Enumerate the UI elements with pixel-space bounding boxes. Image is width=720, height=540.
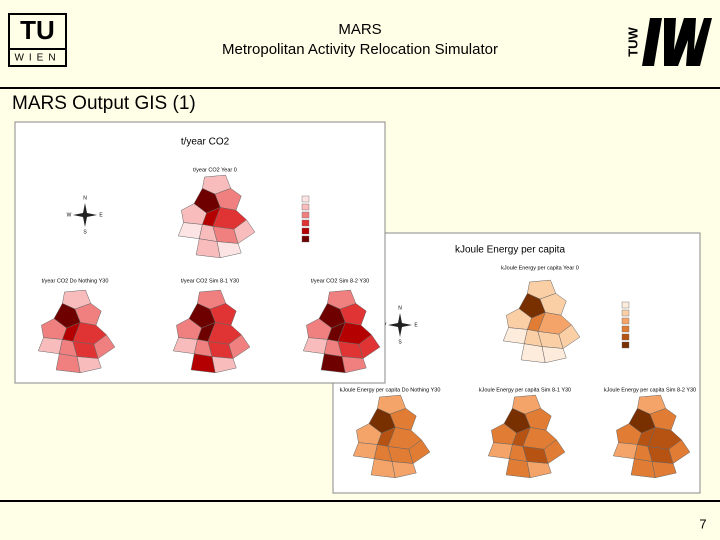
slide-subtitle: Metropolitan Activity Relocation Simulat…	[222, 41, 498, 58]
map-label: kJoule Energy per capita Do Nothing Y30	[340, 387, 441, 393]
map-region	[408, 439, 431, 464]
map-region	[541, 346, 567, 364]
logo-right: TUW	[625, 18, 712, 66]
slide-heading: MARS Output GIS (1)	[12, 93, 196, 114]
map-region	[55, 353, 81, 374]
map-label: t/year CO2 Year 0	[193, 167, 237, 173]
map-region	[668, 439, 691, 464]
map-region	[341, 356, 367, 374]
map-region	[211, 356, 237, 374]
compass-label: N	[83, 195, 87, 201]
map-label: t/year CO2 Sim 8-2 Y30	[311, 278, 369, 284]
legend-swatch	[301, 195, 310, 203]
compass-star	[73, 203, 97, 227]
slide-title: MARS	[338, 21, 381, 38]
map-region	[195, 238, 221, 259]
map-region	[370, 458, 396, 479]
logo-shape	[664, 18, 712, 66]
legend-swatch	[621, 317, 630, 325]
figure-title: kJoule Energy per capita	[455, 245, 566, 256]
logo-shape	[642, 18, 662, 66]
logo-left: TU WIEN	[8, 13, 67, 67]
legend-swatch	[621, 341, 630, 349]
legend-swatch	[301, 227, 310, 235]
compass-label: S	[398, 339, 402, 345]
map-label: kJoule Energy per capita Sim 8-1 Y30	[479, 387, 571, 393]
compass-star	[388, 313, 412, 337]
map-region	[320, 353, 346, 374]
map-figure: kJoule Energy per capita kJoule Energy pe…	[332, 232, 701, 494]
map-region	[558, 324, 581, 349]
map-region	[526, 461, 552, 479]
logo-top: TU	[20, 15, 55, 45]
legend-swatch	[621, 325, 630, 333]
legend-swatch	[621, 301, 630, 309]
map-region	[76, 356, 102, 374]
compass-label: S	[83, 229, 87, 235]
map-region	[233, 219, 256, 244]
map-region	[520, 343, 546, 364]
figures: kJoule Energy per capita kJoule Energy pe…	[14, 121, 701, 494]
logo-frame	[8, 13, 67, 67]
page-number: 7	[699, 516, 706, 531]
legend-swatch	[621, 309, 630, 317]
map-label: kJoule Energy per capita Year 0	[501, 265, 579, 271]
map-region	[93, 334, 116, 359]
compass-label: W	[67, 212, 72, 218]
map-region	[216, 241, 242, 259]
legend-swatch	[301, 235, 310, 243]
map-region	[391, 461, 417, 479]
map-region	[543, 439, 566, 464]
map-region	[630, 458, 656, 479]
legend-swatch	[301, 211, 310, 219]
legend-swatch	[301, 203, 310, 211]
map-label: t/year CO2 Sim 8-1 Y30	[181, 278, 239, 284]
compass-label: N	[398, 305, 402, 311]
map-region	[358, 334, 381, 359]
logo-right-text: TUW	[625, 26, 640, 56]
compass-label: E	[414, 322, 418, 328]
logo-bottom: WIEN	[14, 53, 60, 64]
map-label: kJoule Energy per capita Sim 8-2 Y30	[604, 387, 696, 393]
map-figure: t/year CO2 t/year CO2 Year 0 N W E St/year CO…	[14, 121, 386, 384]
figure-title: t/year CO2	[181, 137, 230, 148]
compass-label: E	[99, 212, 103, 218]
map-region	[228, 334, 251, 359]
legend-swatch	[621, 333, 630, 341]
map-region	[651, 461, 677, 479]
legend-swatch	[301, 219, 310, 227]
map-label: t/year CO2 Do Nothing Y30	[42, 278, 109, 284]
map-region	[190, 353, 216, 374]
map-region	[505, 458, 531, 479]
